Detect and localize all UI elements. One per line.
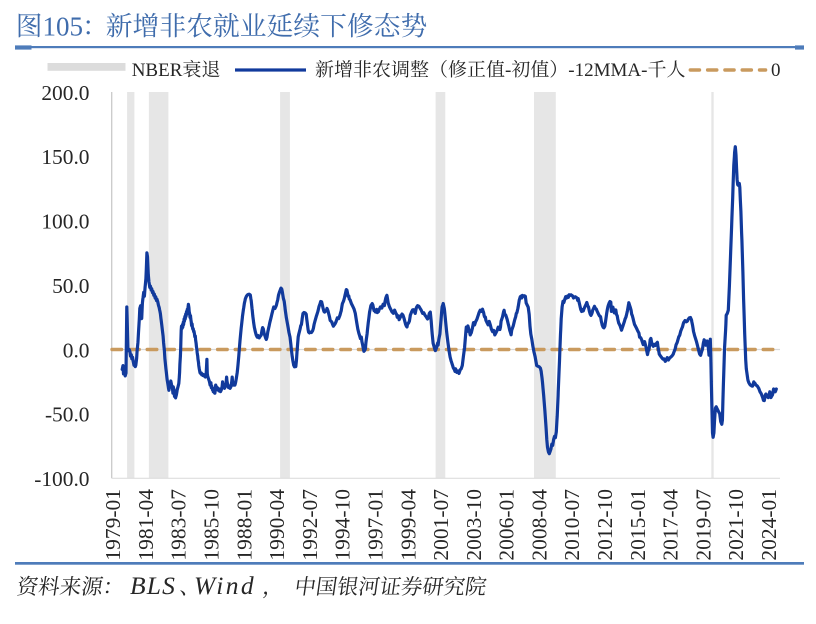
- svg-text:2006-01: 2006-01: [495, 489, 519, 561]
- svg-text:2024-01: 2024-01: [757, 489, 781, 561]
- svg-text:-12MMA-: -12MMA-: [568, 60, 647, 81]
- svg-text:100.0: 100.0: [41, 210, 89, 234]
- svg-text:2001-07: 2001-07: [429, 489, 453, 561]
- svg-text:105: 105: [43, 11, 84, 41]
- svg-text:2019-07: 2019-07: [691, 489, 715, 561]
- svg-text:BLS: BLS: [130, 571, 176, 600]
- svg-text:1997-01: 1997-01: [364, 489, 388, 561]
- svg-text:2008-04: 2008-04: [527, 489, 551, 561]
- svg-text:2015-01: 2015-01: [626, 489, 650, 561]
- svg-text:1999-04: 1999-04: [396, 489, 420, 561]
- svg-text:-100.0: -100.0: [34, 467, 89, 491]
- svg-text:2021-10: 2021-10: [724, 489, 748, 561]
- svg-text:200.0: 200.0: [41, 81, 89, 105]
- svg-text:-50.0: -50.0: [45, 403, 90, 427]
- svg-text:-: -: [505, 60, 511, 81]
- svg-text:1983-07: 1983-07: [167, 489, 191, 561]
- svg-text:1992-07: 1992-07: [298, 489, 322, 561]
- svg-text:2003-10: 2003-10: [462, 489, 486, 561]
- svg-text:1990-04: 1990-04: [265, 489, 289, 561]
- svg-text:0.0: 0.0: [63, 338, 90, 362]
- svg-text:1994-10: 1994-10: [331, 489, 355, 561]
- svg-text:2012-10: 2012-10: [593, 489, 617, 561]
- svg-text:1988-01: 1988-01: [232, 489, 256, 561]
- svg-text:Wind: Wind: [194, 571, 256, 600]
- svg-text:2017-04: 2017-04: [659, 489, 683, 561]
- svg-text:0: 0: [771, 60, 781, 81]
- svg-text:1985-10: 1985-10: [200, 489, 224, 561]
- svg-text:150.0: 150.0: [41, 145, 89, 169]
- svg-text:50.0: 50.0: [52, 274, 89, 298]
- svg-text:1981-04: 1981-04: [134, 489, 158, 561]
- svg-text:1979-01: 1979-01: [101, 489, 125, 561]
- svg-text:NBER: NBER: [132, 60, 183, 81]
- svg-text:2010-07: 2010-07: [560, 489, 584, 561]
